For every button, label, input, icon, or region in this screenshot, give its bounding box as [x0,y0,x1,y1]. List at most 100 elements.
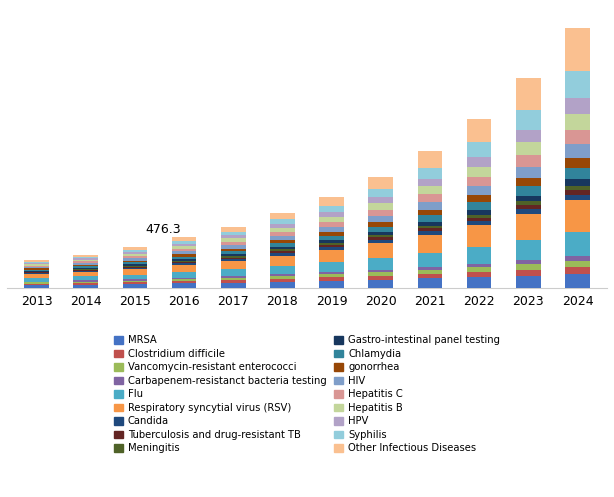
Bar [172,281,196,283]
Bar [467,263,491,267]
Bar [123,256,147,258]
Bar [467,267,491,272]
Bar [418,232,442,235]
Bar [516,166,541,178]
Bar [123,266,147,267]
Bar [319,272,344,274]
Bar [73,260,98,261]
Bar [368,222,393,227]
Bar [24,260,49,262]
Bar [24,284,49,285]
Bar [123,258,147,260]
Bar [418,202,442,210]
Bar [73,257,98,258]
Bar [467,157,491,166]
Bar [565,179,590,185]
Bar [418,194,442,202]
Bar [319,212,344,217]
Bar [123,250,147,252]
Bar [368,210,393,216]
Bar [319,217,344,222]
Bar [467,210,491,215]
Bar [123,254,147,256]
Bar [221,269,246,276]
Bar [73,270,98,271]
Bar [565,267,590,274]
Bar [516,209,541,214]
Bar [73,254,98,257]
Bar [418,222,442,226]
Bar [319,206,344,212]
Bar [467,272,491,277]
Bar [319,277,344,281]
Bar [565,130,590,144]
Bar [172,249,196,251]
Bar [73,276,98,280]
Bar [516,110,541,130]
Bar [270,274,295,276]
Bar [368,216,393,222]
Bar [24,271,49,272]
Bar [221,242,246,245]
Bar [319,245,344,248]
Bar [368,280,393,288]
Bar [172,251,196,254]
Bar [319,262,344,272]
Bar [123,269,147,275]
Bar [221,261,246,269]
Bar [565,256,590,261]
Bar [221,280,246,283]
Bar [270,247,295,249]
Bar [270,224,295,228]
Bar [221,239,246,242]
Bar [467,202,491,210]
Bar [221,278,246,280]
Bar [172,262,196,263]
Bar [418,168,442,179]
Bar [368,227,393,232]
Bar [418,151,442,168]
Bar [368,243,393,258]
Bar [418,226,442,228]
Bar [123,281,147,282]
Bar [24,278,49,282]
Bar [270,240,295,244]
Bar [368,203,393,210]
Bar [123,284,147,288]
Bar [221,227,246,232]
Bar [516,201,541,205]
Bar [516,142,541,155]
Bar [319,222,344,227]
Bar [73,272,98,276]
Bar [24,274,49,278]
Bar [565,274,590,288]
Bar [73,266,98,268]
Bar [73,283,98,285]
Bar [24,282,49,284]
Bar [516,178,541,186]
Bar [418,270,442,274]
Bar [467,119,491,142]
Bar [516,79,541,110]
Bar [123,282,147,284]
Bar [565,168,590,179]
Bar [467,218,491,221]
Bar [565,158,590,168]
Bar [368,176,393,189]
Bar [467,247,491,263]
Bar [221,259,246,261]
Bar [418,186,442,194]
Bar [123,252,147,254]
Bar [172,265,196,272]
Bar [24,268,49,269]
Bar [319,281,344,288]
Bar [24,265,49,267]
Bar [172,261,196,262]
Bar [172,259,196,261]
Bar [221,245,246,248]
Bar [516,130,541,142]
Bar [565,232,590,256]
Text: 476.3: 476.3 [146,223,181,236]
Bar [172,244,196,246]
Bar [172,263,196,265]
